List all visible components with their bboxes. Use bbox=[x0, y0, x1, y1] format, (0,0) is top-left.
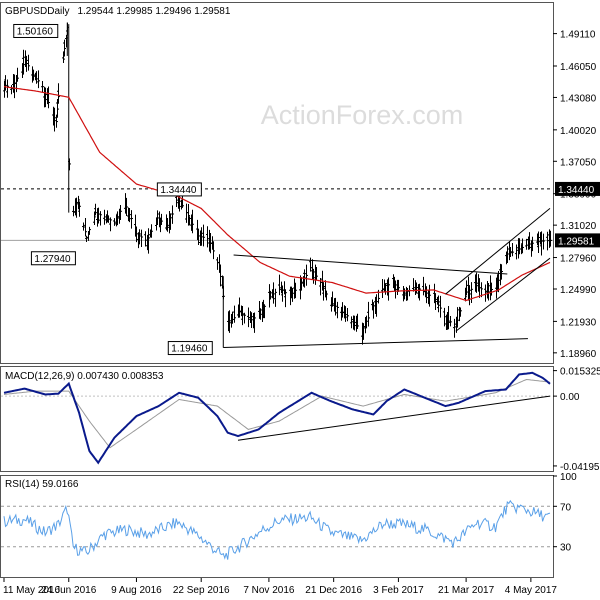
rsi-line bbox=[3, 499, 551, 560]
price-y-tick-label: 1.21930 bbox=[560, 317, 597, 328]
timeframe: Daily bbox=[47, 6, 69, 17]
macd-title: MACD(12,26,9) 0.007430 0.008353 bbox=[5, 371, 164, 382]
macd-y-tick-label: 0.00 bbox=[560, 392, 580, 403]
last-price-tag bbox=[555, 233, 600, 248]
rsi-panel-frame bbox=[0, 475, 554, 578]
price-y-tick-label: 1.27960 bbox=[560, 254, 597, 265]
price-layer: 1.50160 1.34440 1.27940 1.19460 bbox=[1, 22, 553, 356]
price-y-tick-label: 1.49110 bbox=[560, 30, 596, 41]
price-label-box bbox=[13, 23, 59, 38]
resistance-axis-box bbox=[555, 181, 600, 196]
symbol: GBPUSD bbox=[5, 6, 47, 17]
price-y-tick-label: 1.31020 bbox=[560, 221, 597, 232]
price-y-tick-label: 1.24990 bbox=[560, 285, 597, 296]
price-trendline bbox=[455, 257, 551, 332]
price-label-text: 1.34440 bbox=[160, 185, 197, 196]
x-tick-label: 22 Sep 2016 bbox=[173, 585, 230, 596]
x-tick-label: 11 May 2016 bbox=[3, 585, 61, 596]
price-y-tick-label: 1.37050 bbox=[560, 157, 597, 168]
price-label-text: 1.27940 bbox=[34, 254, 71, 265]
macd-panel-frame bbox=[0, 366, 554, 472]
macd-line bbox=[3, 371, 551, 465]
price-panel-frame bbox=[0, 2, 554, 364]
rsi-title: RSI(14) 59.0166 bbox=[5, 479, 79, 490]
x-tick-label: 21 Mar 2017 bbox=[438, 585, 495, 596]
x-tick-label: 7 Nov 2016 bbox=[243, 585, 295, 596]
rsi-y-tick-label: 30 bbox=[560, 543, 572, 554]
macd-signal-line bbox=[3, 378, 551, 449]
price-label-box bbox=[30, 251, 76, 266]
x-tick-label: 24 Jun 2016 bbox=[41, 585, 96, 596]
price-trendline bbox=[223, 338, 528, 349]
price-y-tick-label: 1.43080 bbox=[560, 93, 597, 104]
macd-layer bbox=[1, 371, 553, 465]
macd-y-tick-label: -0.041957 bbox=[560, 462, 600, 473]
macd-trendline bbox=[237, 395, 551, 441]
ohlc-readout: 1.29544 1.29985 1.29496 1.29581 bbox=[77, 6, 230, 17]
x-tick-label: 4 May 2017 bbox=[505, 585, 558, 596]
price-y-tick-label: 1.46050 bbox=[560, 62, 597, 73]
sma-line bbox=[3, 86, 551, 302]
price-y-tick-label: 1.40020 bbox=[560, 126, 597, 137]
x-tick-label: 3 Feb 2017 bbox=[373, 585, 424, 596]
price-label-text: 1.19460 bbox=[171, 344, 208, 355]
price-label-text: 1.50160 bbox=[17, 26, 54, 37]
price-y-tick-label: 1.18960 bbox=[560, 349, 597, 360]
chart-header: GBPUSDDaily 1.29544 1.29985 1.29496 1.295… bbox=[5, 6, 231, 17]
price-label-box bbox=[167, 341, 213, 356]
x-tick-label: 9 Aug 2016 bbox=[111, 585, 162, 596]
watermark: ActionForex.com bbox=[261, 100, 464, 130]
rsi-y-tick-label: 100 bbox=[560, 472, 577, 483]
price-trendline bbox=[233, 254, 508, 275]
price-label-box bbox=[156, 182, 202, 197]
price-trendline bbox=[445, 208, 551, 295]
last-price-tag-text: 1.29581 bbox=[558, 236, 595, 247]
axis-layer: 1.491101.460501.430801.400201.370501.339… bbox=[3, 30, 600, 596]
rsi-layer bbox=[1, 499, 553, 560]
rsi-y-tick-label: 70 bbox=[560, 502, 572, 513]
macd-y-tick-label: 0.015325 bbox=[560, 367, 600, 378]
resistance-axis-label: 1.34440 bbox=[558, 185, 595, 196]
x-tick-label: 21 Dec 2016 bbox=[305, 585, 362, 596]
